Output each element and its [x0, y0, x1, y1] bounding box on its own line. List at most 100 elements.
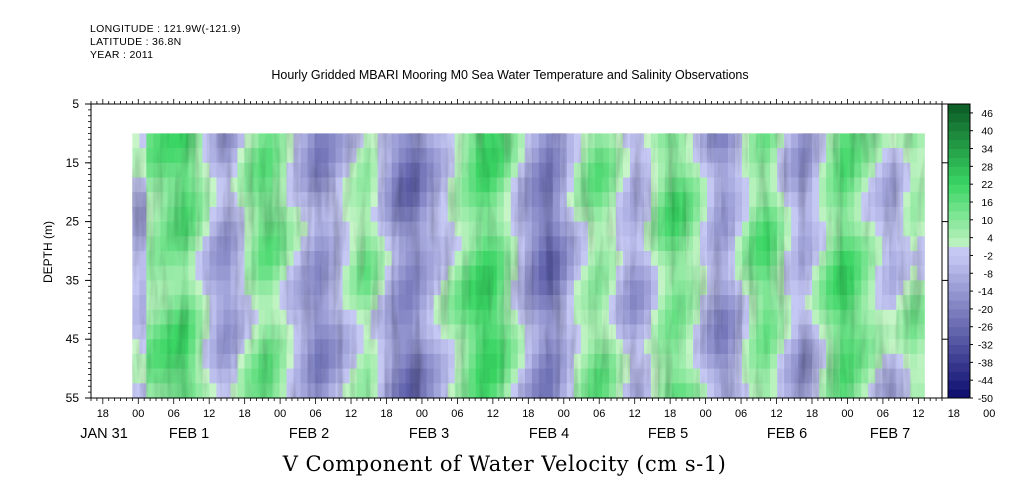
- colorbar-swatch: [948, 282, 970, 292]
- colorbar-swatch: [948, 291, 970, 301]
- x-tick-label: 18: [97, 408, 109, 420]
- x-tick-label: 00: [841, 408, 853, 420]
- colorbar-label: 28: [981, 161, 993, 173]
- colorbar-swatch: [948, 255, 970, 265]
- y-axis: 5 15 25 35 45 55: [66, 97, 948, 405]
- colorbar-swatch: [948, 166, 970, 176]
- y-axis-label: DEPTH (m): [41, 221, 55, 283]
- colorbar-label: -2: [984, 250, 993, 262]
- y-tick-label: 45: [66, 332, 80, 346]
- colorbar-swatch: [948, 326, 970, 337]
- colorbar-label: -20: [978, 304, 993, 316]
- colorbar-swatch: [948, 273, 970, 283]
- y-tick-label: 55: [66, 391, 80, 405]
- colorbar-label: 40: [981, 126, 993, 138]
- x-date-label: FEB 7: [870, 426, 910, 442]
- x-tick-label: 12: [345, 408, 357, 420]
- colorbar-swatch: [948, 210, 970, 221]
- colorbar-swatch: [948, 362, 970, 372]
- x-tick-label: 12: [629, 408, 641, 420]
- colorbar-swatch: [948, 246, 970, 256]
- colorbar-label: 16: [981, 197, 993, 209]
- x-axis: 18 00 06 12 18 00 06 12 18 00 06 12 18 00 06 12 18 00 06 12…: [80, 99, 995, 442]
- colorbar-border: [947, 103, 971, 399]
- x-tick-label: 00: [558, 408, 570, 420]
- x-tick-label: 18: [522, 408, 534, 420]
- colorbar-swatch: [948, 317, 970, 328]
- longitude-label: LONGITUDE : 121.9W(-121.9): [90, 23, 241, 35]
- x-axis-title: V Component of Water Velocity (cm s-1): [282, 452, 727, 476]
- colorbar-swatch: [948, 193, 970, 203]
- x-tick-label: 06: [168, 408, 180, 420]
- y-tick-label: 25: [66, 215, 80, 229]
- colorbar-label: -38: [978, 357, 993, 369]
- x-date-label: FEB 3: [409, 426, 449, 442]
- colorbar-swatch: [948, 335, 970, 346]
- colorbar: 46 40 34 28 22 16 10 4 -2 -8 -14 -20 -26 -32 -38 -44 -50: [947, 103, 993, 405]
- colorbar-swatch: [948, 353, 970, 363]
- colorbar-swatch: [948, 219, 970, 230]
- x-tick-label: 00: [416, 408, 428, 420]
- x-tick-label: 12: [770, 408, 782, 420]
- colorbar-swatch: [948, 300, 970, 310]
- colorbar-label: 10: [981, 215, 993, 227]
- x-tick-label: 06: [735, 408, 747, 420]
- colorbar-swatch: [948, 104, 970, 114]
- x-tick-label: 18: [948, 408, 960, 420]
- colorbar-swatch: [948, 202, 970, 212]
- heatmap-texture: [132, 133, 925, 398]
- x-date-label: FEB 6: [767, 426, 807, 442]
- colorbar-label: -14: [978, 286, 993, 298]
- colorbar-swatch: [948, 148, 970, 158]
- colorbar-swatch: [948, 112, 970, 123]
- colorbar-label: -26: [978, 322, 993, 334]
- colorbar-swatch: [948, 184, 970, 194]
- x-date-label: FEB 4: [529, 426, 569, 442]
- y-tick-label: 15: [66, 156, 80, 170]
- colorbar-swatch: [948, 344, 970, 354]
- colorbar-swatch: [948, 237, 970, 248]
- x-date-label: FEB 5: [648, 426, 688, 442]
- x-tick-label: 06: [877, 408, 889, 420]
- x-tick-label: 12: [203, 408, 215, 420]
- colorbar-label: -50: [978, 393, 993, 405]
- colorbar-swatch: [948, 175, 970, 185]
- colorbar-label: -32: [978, 340, 993, 352]
- x-tick-label: 18: [380, 408, 392, 420]
- colorbar-label: 4: [987, 233, 993, 245]
- x-date-label: FEB 2: [289, 426, 329, 442]
- x-tick-label: 06: [309, 408, 321, 420]
- colorbar-swatch: [948, 264, 970, 274]
- colorbar-swatch: [948, 389, 970, 399]
- colorbar-swatch: [948, 228, 970, 239]
- x-tick-label: 00: [983, 408, 995, 420]
- x-tick-label: 18: [806, 408, 818, 420]
- x-date-label: JAN 31: [80, 426, 128, 442]
- colorbar-swatch: [948, 308, 970, 319]
- x-tick-label: 06: [451, 408, 463, 420]
- year-label: YEAR : 2011: [90, 49, 154, 61]
- y-tick-label: 5: [72, 97, 79, 111]
- x-tick-label: 18: [664, 408, 676, 420]
- latitude-label: LATITUDE : 36.8N: [90, 36, 182, 48]
- colorbar-swatch: [948, 130, 970, 141]
- heatmap-field: [132, 133, 925, 399]
- colorbar-swatch: [948, 157, 970, 167]
- colorbar-label: 34: [981, 144, 993, 156]
- colorbar-label: -8: [984, 268, 993, 280]
- chart-title: Hourly Gridded MBARI Mooring M0 Sea Wate…: [271, 68, 749, 82]
- colorbar-label: 46: [981, 108, 993, 120]
- colorbar-label: 22: [981, 179, 993, 191]
- y-tick-label: 35: [66, 273, 80, 287]
- x-tick-label: 00: [274, 408, 286, 420]
- colorbar-swatch: [948, 121, 970, 132]
- x-tick-label: 12: [912, 408, 924, 420]
- x-tick-label: 00: [132, 408, 144, 420]
- colorbar-swatch: [948, 139, 970, 150]
- x-date-label: FEB 1: [169, 426, 209, 442]
- colorbar-swatch: [948, 371, 970, 381]
- colorbar-label: -44: [978, 375, 993, 387]
- x-tick-label: 18: [239, 408, 251, 420]
- colorbar-swatch: [948, 380, 970, 390]
